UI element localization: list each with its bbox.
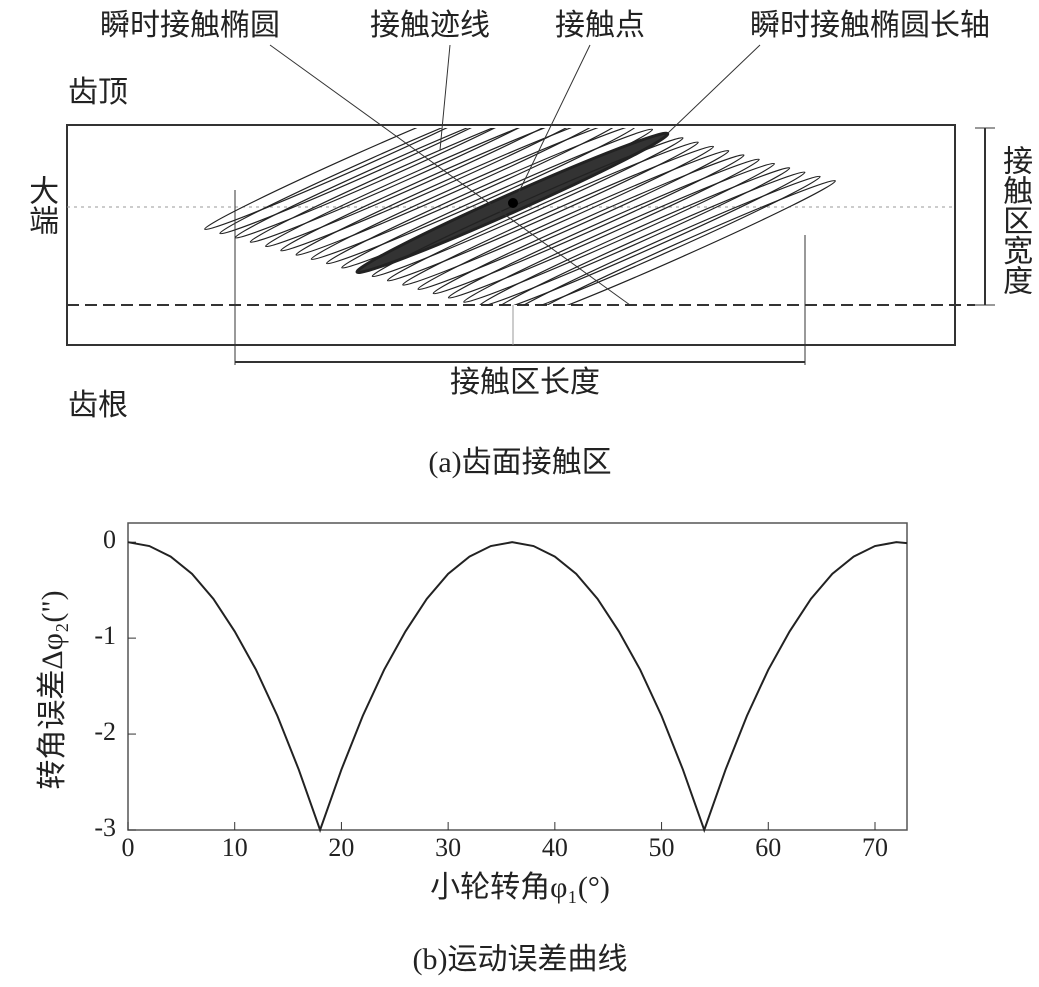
contact-ellipse — [417, 149, 730, 291]
contact-ellipse — [432, 154, 745, 295]
label: 瞬时接触椭圆长轴 — [750, 9, 990, 42]
label: 瞬时接触椭圆 — [100, 9, 280, 42]
contact-ellipse — [204, 128, 516, 231]
leader — [269, 44, 631, 306]
ellipses — [204, 128, 836, 305]
contact-ellipse — [249, 128, 562, 243]
tooth-face — [66, 124, 956, 346]
y-tick-label: -3 — [94, 813, 116, 842]
contact-ellipse — [386, 141, 699, 282]
x-tick-label: 50 — [649, 833, 675, 862]
contact-ellipse — [402, 145, 715, 286]
leader — [439, 44, 451, 151]
label: 接触点 — [555, 9, 645, 42]
y-tick-label: 0 — [103, 525, 116, 554]
contact-ellipse — [234, 128, 547, 239]
chart: (b)运动误差曲线 小轮转角φ₁(°) 转角误差Δφ₂(") 0-1-2-30 1… — [36, 522, 908, 976]
contact-ellipse — [295, 128, 608, 256]
contact-ellipse — [280, 128, 593, 252]
y-tick-label: -1 — [94, 621, 116, 650]
contact-ellipse — [219, 128, 532, 235]
x-axis-label: 小轮转角φ₁(°) — [430, 871, 610, 904]
x-tick-label: 40 — [542, 833, 568, 862]
label: 大端 — [24, 175, 58, 235]
contact-ellipse — [478, 167, 791, 305]
contact-ellipse — [310, 128, 623, 261]
x-tick-label: 60 — [755, 833, 781, 862]
caption: (b)运动误差曲线 — [413, 943, 628, 976]
y-axis-label: 转角误差Δφ₂(") — [36, 590, 69, 789]
contact-ellipse — [325, 128, 638, 265]
x-tick-label: 10 — [222, 833, 248, 862]
contact-ellipse — [524, 179, 836, 305]
series-line — [127, 541, 908, 834]
plot-frame — [127, 522, 908, 831]
x-tick-label: 30 — [435, 833, 461, 862]
contact-ellipse — [371, 137, 684, 278]
contact-ellipse — [508, 175, 821, 305]
contact-diagram: 瞬时接触椭圆 接触迹线 接触点 瞬时接触椭圆长轴 齿顶 齿根 接触区长度 大端 … — [24, 9, 1033, 479]
contact-ellipse — [493, 171, 806, 305]
contact-ellipse — [447, 158, 760, 299]
x-tick-label: 70 — [862, 833, 888, 862]
caption: (a)齿面接触区 — [428, 446, 611, 479]
contact-ellipse — [265, 128, 577, 248]
label: 接触迹线 — [370, 9, 490, 42]
label: 齿根 — [68, 389, 128, 422]
contact-point — [508, 198, 518, 208]
leader — [667, 44, 761, 134]
x-tick-label: 20 — [328, 833, 354, 862]
y-tick-label: -2 — [94, 717, 116, 746]
label: 齿顶 — [68, 76, 128, 109]
label: 接触区宽度 — [998, 145, 1033, 295]
label: 接触区长度 — [450, 366, 600, 399]
contact-ellipse — [463, 162, 775, 303]
leader — [514, 44, 591, 201]
x-tick-label: 0 — [122, 833, 135, 862]
